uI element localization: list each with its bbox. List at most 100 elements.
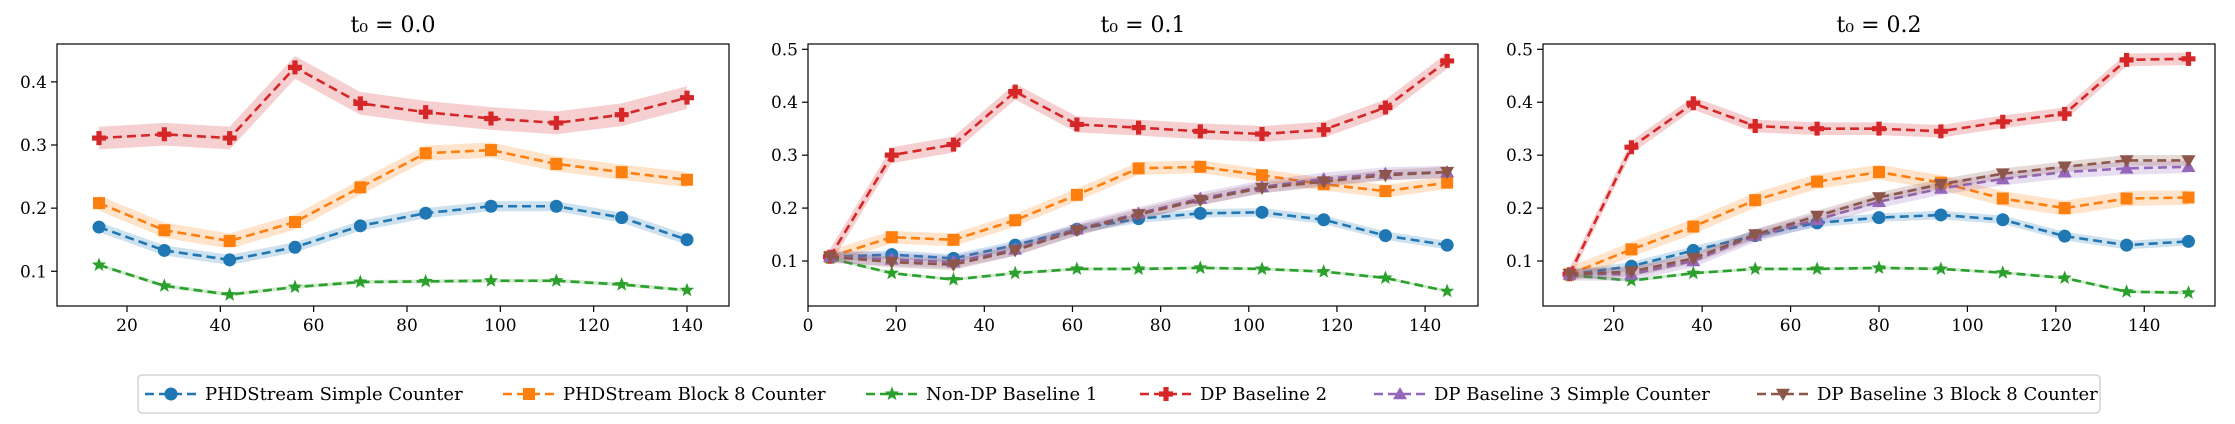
data-point — [418, 105, 433, 120]
data-point — [1687, 220, 1700, 233]
data-point — [93, 197, 105, 210]
data-point — [1748, 119, 1763, 134]
data-point — [2057, 270, 2072, 285]
data-point — [2058, 202, 2071, 215]
data-point — [1131, 261, 1146, 276]
data-point — [1008, 245, 1023, 258]
x-tick-label: 60 — [1062, 316, 1084, 336]
data-point — [354, 181, 367, 194]
data-point — [1562, 268, 1577, 282]
data-point — [1872, 211, 1886, 225]
x-tick-label: 40 — [1691, 316, 1713, 336]
data-point — [823, 251, 838, 264]
x-tick-label: 120 — [577, 316, 609, 336]
x-tick-label: 40 — [210, 316, 232, 336]
legend-marker — [1776, 388, 1790, 401]
x-tick-label: 100 — [1951, 316, 1983, 336]
data-point — [549, 115, 564, 130]
data-point — [484, 199, 498, 213]
y-tick-label: 0.1 — [771, 252, 798, 272]
y-tick-label: 0.4 — [1506, 93, 1533, 113]
data-point — [1069, 117, 1084, 132]
legend-item-non-dp-baseline-1: Non-DP Baseline 1 — [866, 384, 1097, 405]
data-point — [223, 234, 236, 247]
data-point — [1996, 192, 2009, 205]
data-point — [1933, 124, 1948, 139]
data-point — [485, 144, 497, 157]
data-point — [2057, 161, 2072, 174]
data-point — [287, 279, 303, 294]
data-point — [2181, 155, 2196, 168]
data-point — [1131, 120, 1146, 135]
data-point — [353, 219, 367, 233]
confidence-band-phdstream-block-8-counter — [99, 142, 687, 249]
data-point — [1686, 253, 1701, 266]
data-point — [1193, 206, 1207, 220]
data-point — [1255, 126, 1270, 141]
data-point — [1872, 192, 1886, 205]
legend-marker — [1393, 387, 1407, 400]
data-point — [1193, 260, 1208, 274]
data-point — [1749, 194, 1762, 207]
y-tick-label: 0.1 — [20, 262, 47, 282]
data-point — [2181, 285, 2196, 299]
data-point — [1809, 261, 1825, 276]
panel-t0-0.1: t₀ = 0.1 0 20 40 60 80 100 120 140 0.1 0.2 0.3 0.4 0.… — [771, 13, 1479, 336]
data-point — [353, 96, 368, 111]
x-tick-label: 0 — [803, 316, 814, 336]
legend-marker — [1159, 387, 1173, 401]
data-point — [679, 282, 695, 297]
data-point — [1624, 140, 1639, 155]
data-point — [1378, 229, 1392, 243]
confidence-band-phdstream-block-8-counter — [830, 160, 1448, 264]
x-tick-label: 40 — [973, 316, 995, 336]
series-phdstream-simple-counter — [92, 199, 694, 267]
legend-marker — [523, 388, 535, 400]
y-tick-label: 0.4 — [20, 73, 47, 93]
data-point — [1316, 122, 1331, 137]
data-point — [1933, 261, 1949, 276]
series-non-dp-baseline-1 — [1562, 260, 2196, 299]
data-point — [91, 257, 107, 272]
x-tick-label: 120 — [2040, 316, 2072, 336]
data-point — [1440, 166, 1455, 180]
data-point — [1625, 243, 1638, 256]
data-point — [1379, 185, 1392, 198]
series-phdstream-block-8-counter — [93, 142, 693, 249]
data-point — [946, 259, 961, 272]
data-point — [2058, 229, 2072, 243]
data-point — [947, 233, 960, 246]
panel-t0-0.0: t₀ = 0.0 20 40 60 80 100 120 140 0.1 0.2 0.3 0.4 — [20, 13, 730, 336]
confidence-band-non-dp-baseline-1 — [99, 263, 687, 297]
x-tick-label: 20 — [885, 316, 907, 336]
series-line-phdstream-simple-counter — [98, 204, 688, 262]
legend-item-dp-baseline-3-block-8-counter: DP Baseline 3 Block 8 Counter — [1757, 384, 2098, 405]
data-point — [1440, 238, 1454, 252]
legend-label: Non-DP Baseline 1 — [926, 384, 1097, 405]
data-point — [1256, 169, 1269, 182]
data-point — [1378, 100, 1393, 115]
axes-frame — [56, 43, 730, 307]
data-point — [1009, 214, 1022, 227]
y-tick-label: 0.5 — [771, 40, 798, 60]
data-point — [946, 272, 961, 286]
data-point — [1378, 270, 1393, 285]
data-point — [2182, 191, 2195, 204]
data-point — [1995, 265, 2010, 279]
x-tick-label: 20 — [116, 316, 138, 336]
x-tick-label: 80 — [396, 316, 418, 336]
data-point — [419, 206, 433, 220]
series-line-dp-baseline-2 — [98, 65, 688, 140]
data-point — [1872, 121, 1886, 136]
legend-marker — [164, 387, 178, 401]
x-tick-label: 140 — [1409, 316, 1441, 336]
series-non-dp-baseline-1 — [91, 257, 695, 301]
data-point — [222, 131, 237, 146]
data-point — [2181, 234, 2195, 248]
data-point — [1934, 208, 1948, 222]
data-point — [1933, 179, 1948, 192]
data-point — [1070, 188, 1083, 201]
data-point — [2120, 192, 2133, 205]
legend-item-dp-baseline-3-simple-counter: DP Baseline 3 Simple Counter — [1374, 384, 1710, 405]
